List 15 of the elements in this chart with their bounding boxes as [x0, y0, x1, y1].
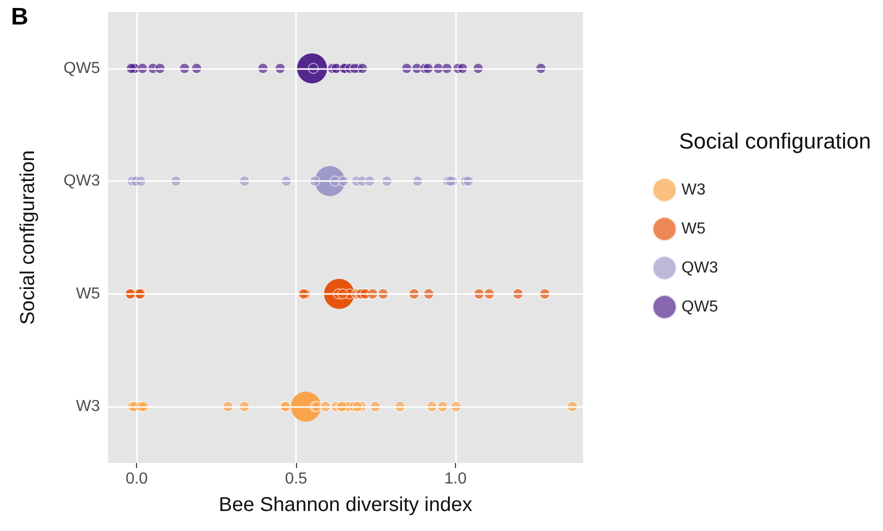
y-tick-label: QW3 [64, 172, 100, 190]
y-axis-title: Social configuration [17, 150, 39, 325]
y-tick-label: QW5 [64, 60, 100, 77]
legend-label: QW5 [682, 298, 718, 316]
legend-label: W3 [682, 182, 706, 198]
legend-label: W5 [682, 220, 706, 238]
x-axis-title: Bee Shannon diversity index [218, 494, 472, 516]
y-tick-label: W3 [76, 398, 100, 416]
y-tick-label: W5 [76, 285, 100, 302]
x-tick-label: 0.0 [126, 470, 148, 488]
legend-label: QW3 [682, 260, 718, 276]
x-tick-label: 0.5 [284, 470, 308, 488]
chart-title: B [11, 4, 28, 30]
x-tick-label: 1.0 [444, 470, 467, 488]
legend-title: Social configuration [678, 128, 872, 154]
